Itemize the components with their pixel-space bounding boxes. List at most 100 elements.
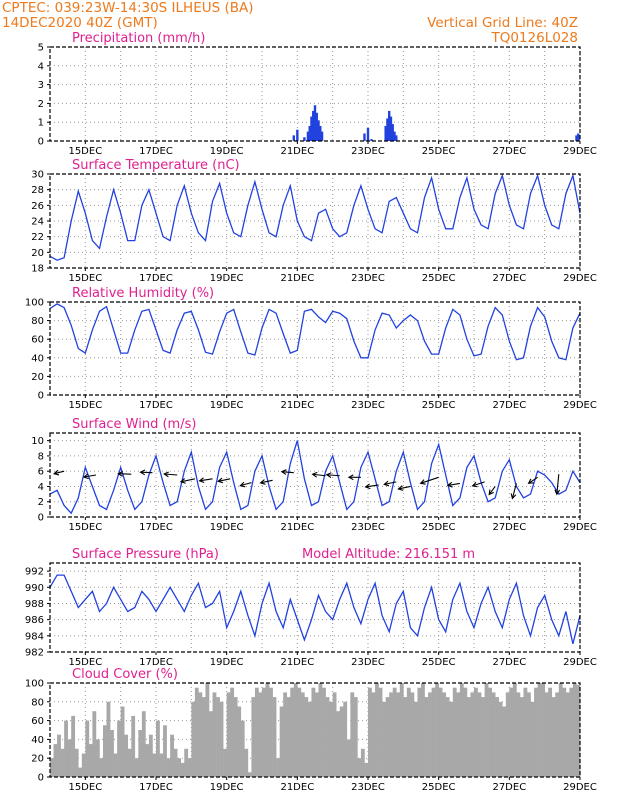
- cloud-bar: [502, 706, 507, 777]
- cloud-bar: [572, 683, 577, 777]
- series-line: [49, 440, 581, 515]
- x-tick-label: 27DEC: [492, 273, 526, 284]
- header-location: CPTEC: 039:23W-14:30S ILHEUS (BA): [2, 0, 254, 16]
- y-tick-label: 982: [25, 648, 44, 659]
- precip-bar: [389, 116, 393, 141]
- cloud-bar: [240, 720, 245, 777]
- panel-title: Precipitation (mm/h): [72, 31, 205, 46]
- x-tick-label: 15DEC: [68, 273, 102, 284]
- cloud-bar: [403, 697, 408, 777]
- header-grid-line: Vertical Grid Line: 40Z: [427, 15, 578, 31]
- x-tick-label: 21DEC: [280, 273, 314, 284]
- x-tick-label: 27DEC: [492, 657, 526, 668]
- x-tick-label: 17DEC: [139, 146, 173, 157]
- x-tick-label: 15DEC: [68, 657, 102, 668]
- y-tick-label: 30: [31, 170, 44, 181]
- precip-bar: [370, 139, 373, 141]
- cloud-bar: [272, 697, 277, 777]
- wind-arrow-head: [527, 478, 534, 484]
- cloud-bar: [481, 697, 485, 777]
- x-tick-label: 27DEC: [492, 782, 526, 793]
- cloud-bar: [378, 687, 383, 777]
- wind-arrow-head: [217, 477, 224, 484]
- precip-bar: [388, 110, 391, 141]
- cloud-bar: [417, 687, 422, 777]
- panel-humidity: Relative Humidity (%) 0 20 40 60 80 100 15DEC 17…: [25, 286, 597, 411]
- wind-arrow: [83, 474, 97, 478]
- x-tick-label: 29DEC: [563, 657, 597, 668]
- cloud-bar: [318, 683, 323, 777]
- cloud-bar: [117, 720, 121, 777]
- cloud-bar: [389, 692, 394, 777]
- y-tick-label: 8: [38, 451, 44, 462]
- x-tick-label: 23DEC: [351, 146, 385, 157]
- x-tick-label: 29DEC: [563, 400, 597, 411]
- series-line: [49, 173, 581, 261]
- wind-arrow-head: [325, 472, 332, 478]
- precip-bar: [292, 135, 295, 141]
- precip-bar: [575, 135, 578, 141]
- y-tick-label: 3: [38, 80, 44, 91]
- y-tick-label: 40: [31, 735, 44, 746]
- panel-wind: Surface Wind (m/s) 0 2 4 6 8 10 15DEC 17DEC 19DEC…: [31, 417, 597, 533]
- cloud-bar: [67, 739, 72, 777]
- cloud-bar: [406, 687, 411, 777]
- y-tick-label: 22: [31, 232, 44, 243]
- cloud-bar: [470, 692, 475, 777]
- wind-arrow: [447, 482, 460, 486]
- x-tick-label: 25DEC: [422, 782, 456, 793]
- cloud-bar: [156, 720, 160, 777]
- cloud-bar: [95, 739, 100, 777]
- wind-arrow: [556, 474, 560, 495]
- cloud-bar: [544, 692, 549, 777]
- y-tick-label: 100: [25, 298, 44, 309]
- panels: Precipitation (mm/h) 0 1 2 3 4 5 15DEC 17DEC 19DE…: [25, 31, 597, 793]
- cloud-bar: [375, 683, 379, 777]
- cloud-bar: [103, 725, 107, 777]
- cloud-bar: [307, 701, 312, 777]
- cloud-bar: [360, 748, 365, 777]
- x-tick-label: 17DEC: [139, 782, 173, 793]
- panel-cloud-cover: Cloud Cover (%) 0 20 40 60 80 100 15DEC 17DEC 19D…: [25, 667, 597, 793]
- cloud-bar: [368, 687, 372, 777]
- wind-arrow-head: [53, 469, 60, 476]
- cloud-bar: [491, 692, 496, 777]
- cloud-bar: [159, 753, 164, 777]
- x-tick-label: 15DEC: [68, 522, 102, 533]
- cloud-bar: [438, 687, 443, 777]
- cloud-bar: [364, 762, 369, 777]
- series-line: [49, 303, 581, 361]
- cloud-bar: [166, 758, 171, 777]
- cloud-bar: [562, 687, 567, 777]
- precip-bar: [310, 116, 313, 141]
- header-date: 14DEC2020 40Z (GMT): [2, 15, 158, 31]
- cloud-bar: [350, 692, 355, 777]
- cloud-bar: [300, 692, 305, 777]
- y-tick-label: 986: [25, 615, 44, 626]
- wind-arrow-head: [139, 469, 146, 476]
- cloud-bar: [325, 697, 330, 777]
- x-tick-label: 19DEC: [210, 522, 244, 533]
- cloud-bar: [223, 748, 227, 777]
- x-tick-label: 23DEC: [351, 273, 385, 284]
- precip-bar: [393, 131, 396, 141]
- cloud-bar: [251, 697, 256, 777]
- cloud-bar: [145, 744, 150, 777]
- x-tick-label: 19DEC: [210, 146, 244, 157]
- cloud-bar: [505, 692, 510, 777]
- cloud-bar: [534, 687, 538, 777]
- precip-bar: [391, 124, 394, 141]
- cloud-bar: [371, 692, 376, 777]
- y-tick-label: 0: [38, 137, 44, 148]
- cloud-bar: [138, 730, 143, 777]
- cloud-bar: [198, 692, 203, 777]
- cloud-bar: [99, 758, 104, 777]
- cloud-bar: [541, 683, 545, 777]
- cloud-bar: [286, 697, 291, 777]
- y-tick-label: 20: [31, 248, 44, 259]
- wind-arrow: [472, 481, 485, 487]
- wind-arrow-head: [510, 493, 517, 500]
- wind-arrow: [511, 483, 517, 499]
- panel-frame: [49, 46, 581, 142]
- cloud-bar: [184, 748, 189, 777]
